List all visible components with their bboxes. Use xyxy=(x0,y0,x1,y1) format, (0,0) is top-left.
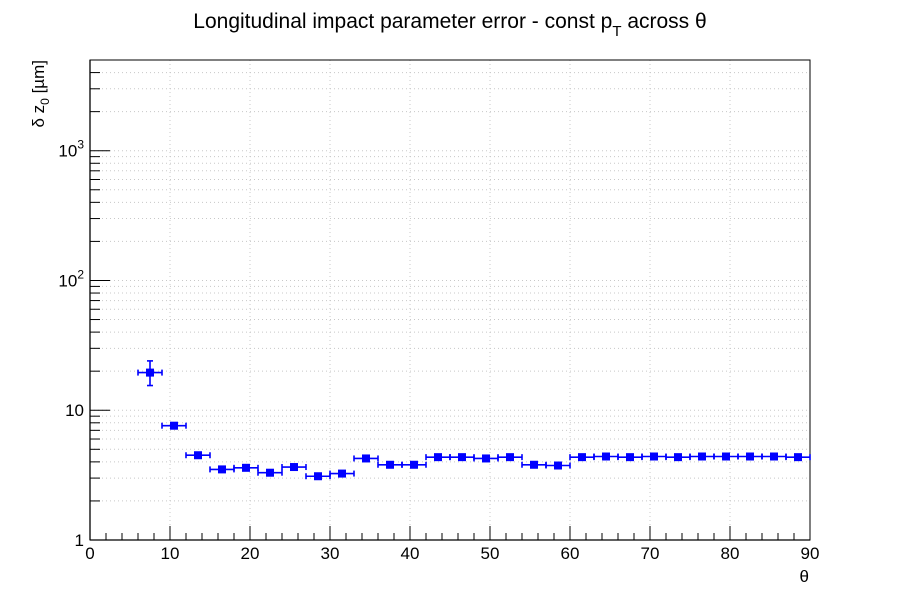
y-tick-label: 103 xyxy=(58,138,84,161)
data-marker xyxy=(242,463,250,472)
data-marker xyxy=(362,454,370,463)
data-marker xyxy=(314,472,322,481)
x-tick-label: 0 xyxy=(85,544,94,563)
x-tick-label: 70 xyxy=(641,544,660,563)
chart-title: Longitudinal impact parameter error - co… xyxy=(193,10,706,40)
data-point xyxy=(713,452,739,461)
data-marker xyxy=(626,453,634,462)
data-point xyxy=(473,454,499,463)
data-point xyxy=(257,468,283,477)
data-point xyxy=(185,451,211,460)
x-tick-label: 90 xyxy=(801,544,820,563)
y-tick-exponent: 2 xyxy=(77,267,84,281)
data-point xyxy=(449,453,475,462)
data-marker xyxy=(410,460,418,469)
chart-title-main: Longitudinal impact parameter error - co… xyxy=(193,10,612,33)
data-point xyxy=(617,453,643,462)
data-marker xyxy=(794,453,802,462)
data-point xyxy=(761,452,787,461)
y-tick-label: 1 xyxy=(75,531,84,550)
x-tick-label: 50 xyxy=(481,544,500,563)
y-axis-title-symbol: δ z xyxy=(29,105,48,128)
y-tick-label: 10 xyxy=(65,401,84,420)
data-marker xyxy=(722,452,730,461)
data-point xyxy=(497,453,523,462)
x-tick-label: 60 xyxy=(561,544,580,563)
data-point xyxy=(137,360,163,387)
data-marker xyxy=(434,453,442,462)
data-point xyxy=(209,465,235,474)
data-point xyxy=(641,452,667,461)
data-marker xyxy=(674,453,682,462)
y-axis-title-subscript: 0 xyxy=(38,98,52,105)
data-marker xyxy=(506,453,514,462)
data-marker xyxy=(170,421,178,430)
data-marker xyxy=(530,460,538,469)
data-marker xyxy=(770,452,778,461)
data-point xyxy=(737,452,763,461)
data-marker xyxy=(218,465,226,474)
chart-title-tail: across θ xyxy=(622,10,707,33)
data-point xyxy=(785,453,811,462)
data-marker xyxy=(554,461,562,470)
x-tick-label: 40 xyxy=(401,544,420,563)
data-point xyxy=(665,453,691,462)
data-marker xyxy=(746,452,754,461)
data-point xyxy=(425,453,451,462)
chart-title-subscript: T xyxy=(612,23,621,40)
x-tick-label: 20 xyxy=(241,544,260,563)
y-axis-title: δ z0 [µm] xyxy=(29,60,52,128)
data-point xyxy=(545,461,571,470)
y-tick-base: 10 xyxy=(65,401,84,420)
x-tick-label: 30 xyxy=(321,544,340,563)
data-marker xyxy=(290,463,298,472)
data-point xyxy=(689,452,715,461)
data-point xyxy=(401,460,427,469)
data-point xyxy=(353,454,379,463)
x-axis-title: θ xyxy=(800,567,809,586)
data-marker xyxy=(698,452,706,461)
y-tick-base: 1 xyxy=(75,531,84,550)
data-marker xyxy=(458,453,466,462)
grid-lines xyxy=(90,60,810,540)
data-marker xyxy=(482,454,490,463)
data-point xyxy=(281,463,307,472)
y-tick-label: 102 xyxy=(58,267,84,290)
data-point xyxy=(593,452,619,461)
data-marker xyxy=(194,451,202,460)
data-point xyxy=(233,463,259,472)
data-point xyxy=(329,469,355,478)
x-tick-label: 10 xyxy=(161,544,180,563)
y-axis-title-unit: [µm] xyxy=(29,60,48,98)
y-tick-base: 10 xyxy=(58,142,77,161)
y-tick-exponent: 3 xyxy=(77,138,84,152)
data-point xyxy=(305,472,331,481)
plot-frame xyxy=(89,59,811,541)
data-marker xyxy=(602,452,610,461)
data-point xyxy=(569,453,595,462)
data-marker xyxy=(338,469,346,478)
data-marker xyxy=(578,453,586,462)
data-marker xyxy=(650,452,658,461)
y-tick-base: 10 xyxy=(58,271,77,290)
data-marker xyxy=(386,460,394,469)
data-point xyxy=(161,421,187,430)
x-tick-label: 80 xyxy=(721,544,740,563)
data-marker xyxy=(266,468,274,477)
data-series xyxy=(137,360,811,481)
data-marker xyxy=(146,368,154,377)
